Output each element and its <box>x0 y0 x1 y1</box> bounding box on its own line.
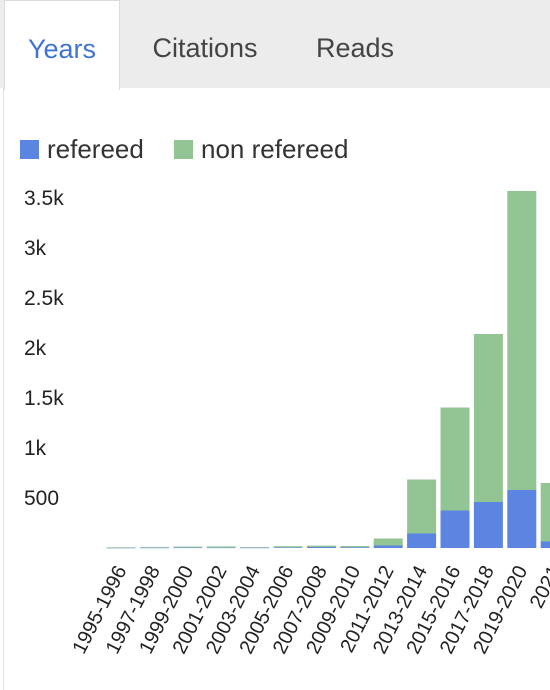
legend-label-refereed: refereed <box>47 134 144 164</box>
y-tick-label: 1.5k <box>24 387 64 410</box>
legend-label-non-refereed: non refereed <box>201 134 349 164</box>
tab-citations[interactable]: Citations <box>152 33 258 63</box>
bar-refereed-2019-2020[interactable] <box>507 490 537 548</box>
bar-non-refereed-2017-2018[interactable] <box>473 334 503 502</box>
legend-swatch-refereed <box>20 140 39 159</box>
bar-refereed-2001-2002[interactable] <box>206 547 236 549</box>
bar-refereed-2011-2012[interactable] <box>373 545 403 549</box>
bar-refereed-2021[interactable] <box>540 541 550 549</box>
bar-refereed-2009-2010[interactable] <box>340 547 370 548</box>
bar-non-refereed-2007-2008[interactable] <box>306 545 336 547</box>
y-tick-label: 1k <box>24 437 47 460</box>
legend-item-refereed[interactable]: refereed <box>20 133 160 165</box>
bar-refereed-1999-2000[interactable] <box>173 547 203 549</box>
bar-non-refereed-2013-2014[interactable] <box>407 479 437 534</box>
bar-refereed-2003-2004[interactable] <box>240 547 270 549</box>
bar-refereed-1997-1998[interactable] <box>139 547 169 549</box>
bar-non-refereed-2019-2020[interactable] <box>507 191 537 490</box>
y-tick-label: 2k <box>24 337 47 360</box>
y-tick-label: 3k <box>24 237 47 260</box>
bar-non-refereed-2011-2012[interactable] <box>373 538 403 546</box>
bar-refereed-2005-2006[interactable] <box>273 547 303 548</box>
bar-non-refereed-2015-2016[interactable] <box>440 407 470 511</box>
bar-refereed-2013-2014[interactable] <box>407 533 437 549</box>
legend-swatch-non-refereed <box>174 140 193 159</box>
tab-bar: Years Citations Reads <box>0 0 550 90</box>
y-tick-label: 2.5k <box>24 287 64 310</box>
x-tick-label: 2021 <box>526 562 550 612</box>
bar-non-refereed-1997-1998[interactable] <box>139 546 169 548</box>
bar-non-refereed-2003-2004[interactable] <box>240 547 270 548</box>
bar-refereed-1995-1996[interactable] <box>106 547 136 549</box>
chart-panel <box>3 88 549 690</box>
tab-years[interactable]: Years <box>4 0 120 90</box>
bar-non-refereed-1995-1996[interactable] <box>106 547 136 548</box>
bar-refereed-2007-2008[interactable] <box>306 547 336 548</box>
bar-non-refereed-2005-2006[interactable] <box>273 546 303 548</box>
tab-reads[interactable]: Reads <box>315 33 395 63</box>
y-tick-label: 3.5k <box>24 187 64 210</box>
y-tick-label: 500 <box>24 487 59 510</box>
bar-non-refereed-1999-2000[interactable] <box>173 546 203 548</box>
bar-refereed-2015-2016[interactable] <box>440 510 470 549</box>
bar-refereed-2017-2018[interactable] <box>473 502 503 548</box>
bar-non-refereed-2009-2010[interactable] <box>340 546 370 548</box>
bar-non-refereed-2001-2002[interactable] <box>206 546 236 548</box>
bar-non-refereed-2021[interactable] <box>540 483 550 542</box>
legend-item-non-refereed[interactable]: non refereed <box>174 133 374 165</box>
